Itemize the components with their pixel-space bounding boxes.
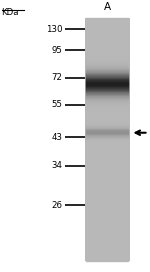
Text: 55: 55	[51, 100, 62, 109]
Text: 95: 95	[51, 46, 62, 55]
Text: 130: 130	[46, 25, 62, 34]
Bar	[85, 18, 130, 261]
Text: 26: 26	[51, 201, 62, 210]
Text: 72: 72	[51, 73, 62, 82]
Text: 34: 34	[51, 161, 62, 171]
Text: A: A	[104, 2, 111, 12]
Text: KDa: KDa	[2, 8, 19, 17]
Text: 43: 43	[51, 133, 62, 142]
